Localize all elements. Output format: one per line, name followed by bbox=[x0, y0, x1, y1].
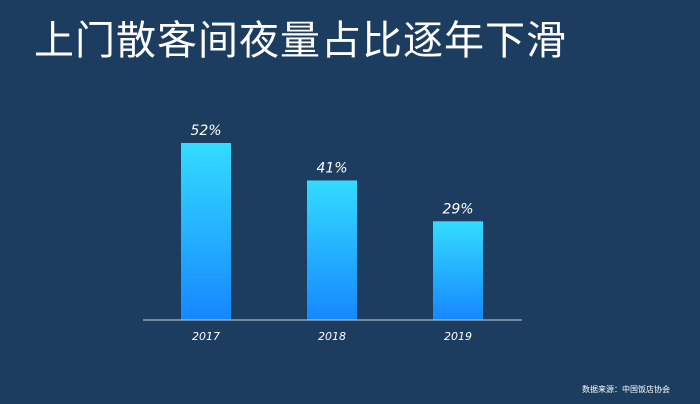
x-tick-label: 2017 bbox=[192, 330, 220, 343]
page-title: 上门散客间夜量占比逐年下滑 bbox=[34, 18, 567, 64]
x-tick-label: 2019 bbox=[444, 330, 472, 343]
data-label: 41% bbox=[316, 160, 347, 176]
x-tick-label: 2018 bbox=[318, 330, 346, 343]
bar-2019 bbox=[433, 221, 483, 320]
data-label: 52% bbox=[190, 123, 221, 139]
bar-2017 bbox=[181, 143, 231, 320]
data-source-note: 数据来源：中国饭店协会 bbox=[582, 385, 670, 394]
data-label: 29% bbox=[442, 201, 473, 217]
bar-2018 bbox=[307, 180, 357, 320]
